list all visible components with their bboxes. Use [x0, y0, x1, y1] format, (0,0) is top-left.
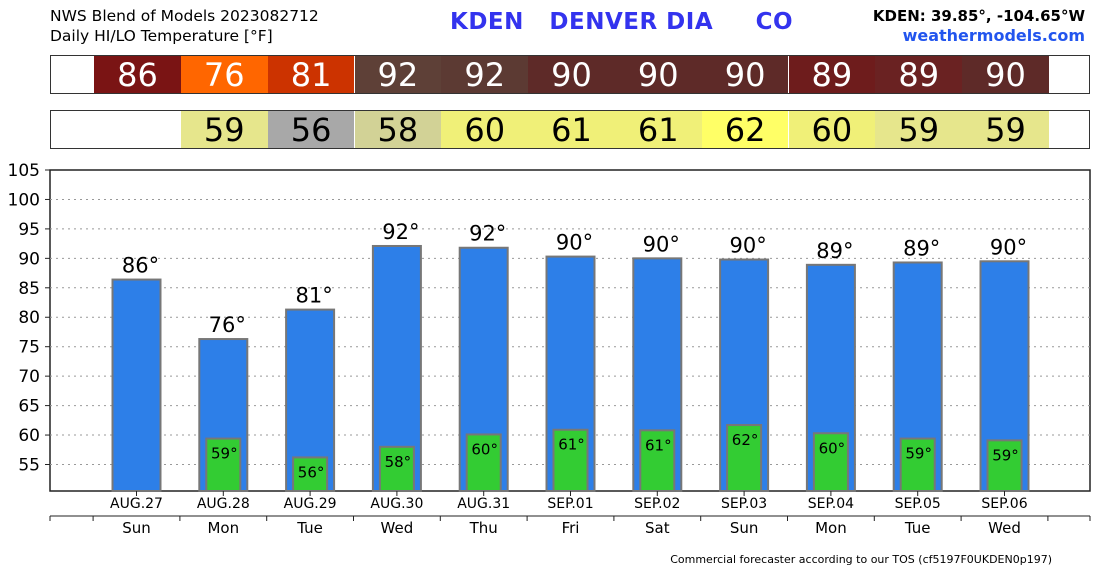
lo-bar-label: 61° — [645, 436, 672, 454]
hi-strip-value-8: 89 — [788, 56, 876, 94]
lo-strip-value-9: 59 — [875, 111, 963, 149]
model-title: NWS Blend of Models 2023082712 — [50, 7, 319, 25]
x-weekday-label: Sat — [645, 519, 670, 537]
lo-bar-label: 58° — [385, 453, 412, 471]
x-date-label: AUG.30 — [370, 496, 423, 512]
hi-strip-value-10: 90 — [962, 56, 1049, 94]
lo-bar-label: 59° — [905, 445, 932, 463]
lo-bar — [812, 432, 849, 492]
y-tick-label: 70 — [18, 367, 40, 387]
x-weekday-label: Tue — [904, 519, 931, 537]
lo-bar — [465, 433, 502, 492]
y-tick-label: 85 — [18, 279, 40, 299]
x-date-label: AUG.31 — [457, 496, 510, 512]
lo-bar-label: 59° — [992, 446, 1019, 464]
lo-strip-value-3: 58 — [354, 111, 442, 149]
lo-bar-label: 60° — [471, 440, 498, 458]
hi-strip-value-3: 92 — [354, 56, 442, 94]
hi-strip-value-5: 90 — [528, 56, 615, 94]
x-weekday-label: Mon — [815, 519, 847, 537]
lo-bar-label: 61° — [558, 436, 585, 454]
x-date-label: SEP.04 — [808, 496, 854, 512]
x-weekday-label: Sun — [730, 519, 759, 537]
lo-strip-value-1: 59 — [180, 111, 268, 149]
footer-note: Commercial forecaster according to our T… — [670, 553, 1052, 566]
hi-bar-label: 89° — [903, 236, 940, 260]
hi-bar-label: 86° — [122, 254, 159, 278]
lo-strip-value-0 — [94, 111, 181, 148]
y-tick-label: 75 — [18, 338, 40, 358]
lo-bar-label: 56° — [298, 463, 325, 481]
lo-temperature-strip: 59 56 58 60 61 61 62 60 59 59 — [50, 110, 1090, 149]
x-date-label: SEP.06 — [981, 496, 1027, 512]
lo-bar-label: 60° — [819, 439, 846, 457]
lo-bar — [899, 437, 936, 492]
x-weekday-label: Fri — [562, 519, 580, 537]
lo-strip-value-4: 60 — [441, 111, 529, 149]
hi-bar-label: 89° — [816, 239, 853, 263]
hi-strip-value-0: 86 — [94, 56, 181, 94]
x-date-label: SEP.05 — [895, 496, 941, 512]
hi-bar-label: 92° — [469, 222, 506, 246]
x-weekday-label: Wed — [988, 519, 1021, 537]
lo-bar — [378, 445, 415, 492]
x-weekday-label: Tue — [296, 519, 323, 537]
lo-bar — [205, 437, 242, 492]
hi-strip-value-4: 92 — [441, 56, 529, 94]
lo-bar-label: 62° — [732, 431, 759, 449]
lo-strip-value-10: 59 — [962, 111, 1049, 149]
lo-strip-value-6: 61 — [614, 111, 702, 149]
chart-subtitle: Daily HI/LO Temperature [°F] — [50, 27, 273, 45]
hi-strip-value-9: 89 — [875, 56, 963, 94]
lo-bar — [639, 429, 676, 493]
hi-bar-label: 90° — [990, 235, 1027, 259]
hi-bar-label: 90° — [643, 232, 680, 256]
hi-strip-value-7: 90 — [701, 56, 789, 94]
x-date-label: SEP.03 — [721, 496, 767, 512]
y-tick-label: 60 — [18, 426, 40, 446]
chart-title-block: NWS Blend of Models 2023082712 Daily HI/… — [50, 6, 319, 46]
lo-strip-value-5: 61 — [528, 111, 615, 149]
x-date-label: AUG.28 — [197, 496, 250, 512]
hi-strip-value-2: 81 — [267, 56, 355, 94]
station-title: KDEN DENVER DIA CO — [450, 9, 794, 35]
y-tick-label: 55 — [18, 455, 40, 475]
hi-bar-label: 92° — [382, 220, 419, 244]
lo-strip-value-7: 62 — [701, 111, 789, 149]
hi-strip-value-1: 76 — [180, 56, 268, 94]
y-tick-label: 100 — [8, 190, 40, 210]
lo-bar-label: 59° — [211, 445, 238, 463]
hi-bar-label: 81° — [295, 284, 332, 308]
x-weekday-label: Sun — [122, 519, 151, 537]
hi-bar-label: 76° — [209, 313, 246, 337]
y-tick-label: 90 — [18, 249, 40, 269]
station-coordinates: KDEN: 39.85°, -104.65°W — [872, 7, 1085, 25]
x-weekday-label: Thu — [469, 519, 498, 537]
lo-bar — [726, 424, 763, 492]
location-block: KDEN: 39.85°, -104.65°W weathermodels.co… — [873, 6, 1085, 46]
lo-strip-value-8: 60 — [788, 111, 876, 149]
y-tick-label: 105 — [8, 161, 40, 181]
x-date-label: SEP.01 — [547, 496, 593, 512]
hi-strip-value-6: 90 — [614, 56, 702, 94]
hi-bar-label: 90° — [729, 234, 766, 258]
hi-bar — [111, 278, 162, 493]
y-tick-label: 80 — [18, 308, 40, 328]
x-date-label: AUG.29 — [284, 496, 337, 512]
site-link[interactable]: weathermodels.com — [902, 26, 1085, 45]
hi-bar-label: 90° — [556, 231, 593, 255]
x-weekday-label: Wed — [381, 519, 414, 537]
x-date-label: SEP.02 — [634, 496, 680, 512]
x-weekday-label: Mon — [207, 519, 239, 537]
hi-temperature-strip: 86 76 81 92 92 90 90 90 89 89 90 — [50, 55, 1090, 94]
lo-strip-value-2: 56 — [267, 111, 355, 149]
y-tick-label: 95 — [18, 220, 40, 240]
y-tick-label: 65 — [18, 397, 40, 417]
x-date-label: AUG.27 — [110, 496, 163, 512]
